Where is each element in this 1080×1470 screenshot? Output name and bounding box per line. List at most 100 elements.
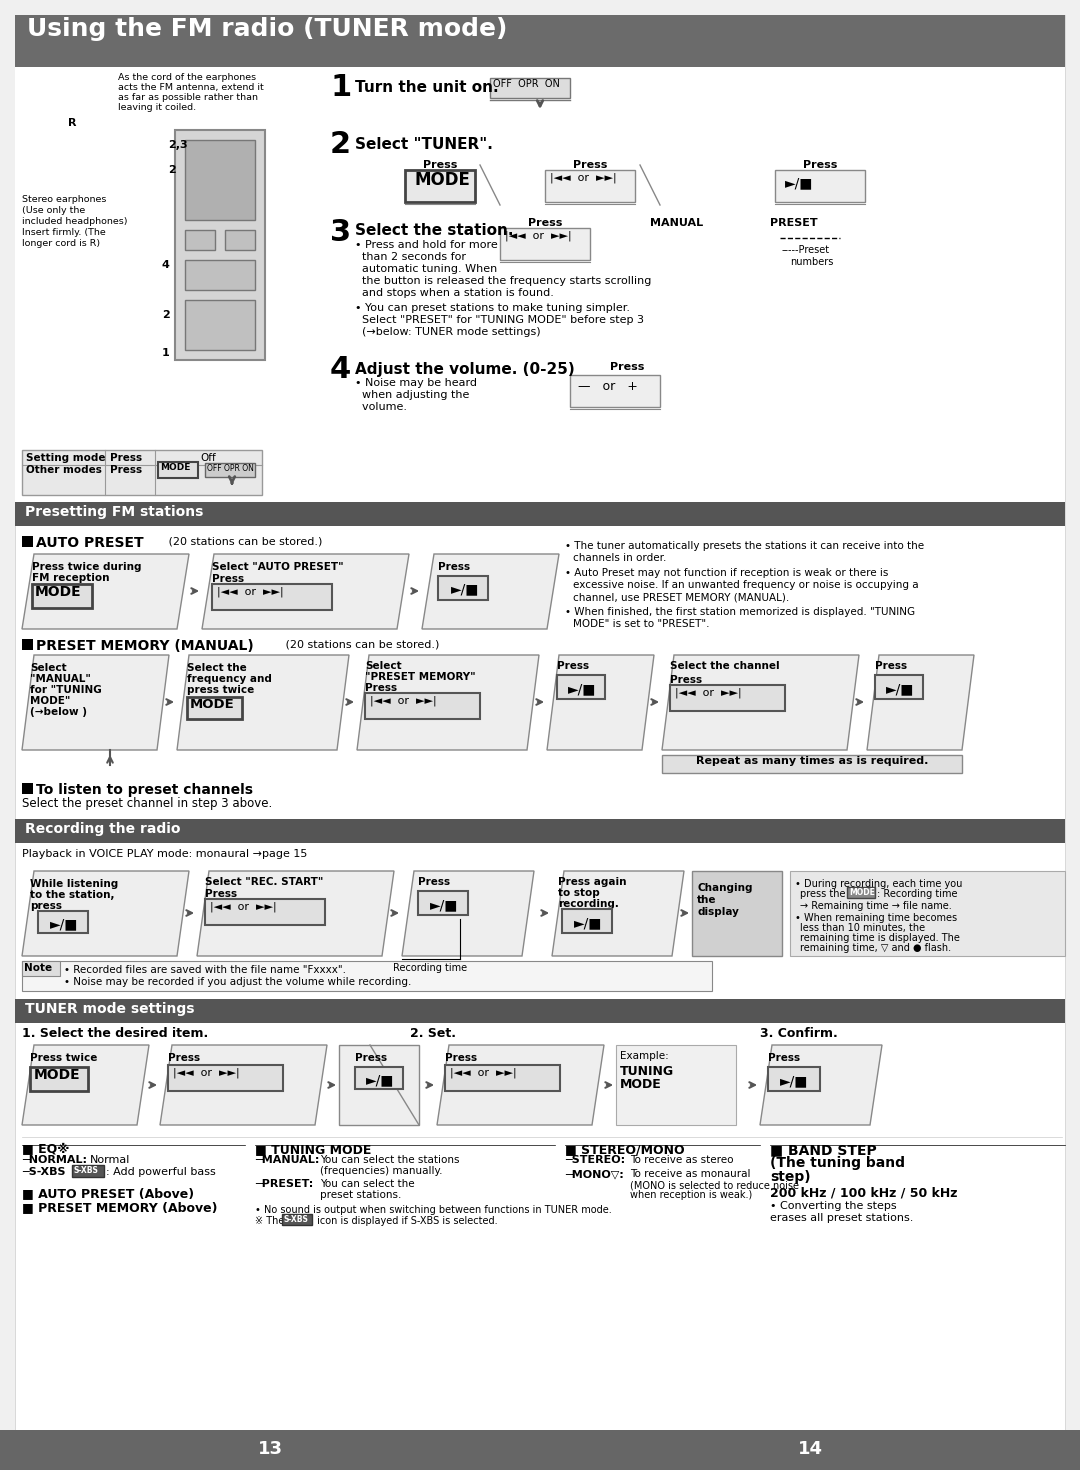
Text: numbers: numbers [789,257,834,268]
Text: Insert firmly. (The: Insert firmly. (The [22,228,106,237]
Text: • You can preset stations to make tuning simpler.: • You can preset stations to make tuning… [355,303,630,313]
Text: FM reception: FM reception [32,573,109,584]
Bar [22,961,712,991]
Text: 2: 2 [162,310,170,320]
Text: ►/■: ►/■ [568,682,596,695]
Text: MODE: MODE [190,698,234,711]
Bar [15,819,1065,842]
Bar [0,1430,1080,1470]
Text: 2: 2 [168,165,176,175]
Bar [768,1067,820,1091]
Text: longer cord is R): longer cord is R) [22,240,100,248]
Text: 200 kHz / 100 kHz / 50 kHz: 200 kHz / 100 kHz / 50 kHz [770,1186,958,1200]
Text: Select "PRESET" for "TUNING MODE" before step 3: Select "PRESET" for "TUNING MODE" before… [355,315,644,325]
Text: ─MANUAL:: ─MANUAL: [255,1155,320,1166]
Text: To receive as stereo: To receive as stereo [630,1155,733,1166]
Bar [22,784,33,794]
Text: (20 stations can be stored.): (20 stations can be stored.) [282,639,440,648]
Text: 1. Select the desired item.: 1. Select the desired item. [22,1028,208,1039]
Bar [445,1064,561,1091]
Bar [775,171,865,201]
Text: 2: 2 [330,129,351,159]
Text: • Press and hold for more: • Press and hold for more [355,240,498,250]
Text: less than 10 minutes, the: less than 10 minutes, the [800,923,926,933]
Text: |◄◄  or  ►►|: |◄◄ or ►►| [217,587,284,597]
Text: To listen to preset channels: To listen to preset channels [36,784,253,797]
Text: "PRESET MEMORY": "PRESET MEMORY" [365,672,475,682]
Text: AUTO PRESET: AUTO PRESET [36,537,144,550]
Text: Adjust the volume. (0-25): Adjust the volume. (0-25) [355,362,575,376]
Text: Press: Press [610,362,645,372]
Text: MODE" is set to "PRESET".: MODE" is set to "PRESET". [573,619,710,629]
Text: (Use only the: (Use only the [22,206,85,215]
Text: Press: Press [418,878,450,886]
Text: 2,3: 2,3 [168,140,188,150]
Text: —   or   +: — or + [578,381,638,392]
Text: PRESET MEMORY (MANUAL): PRESET MEMORY (MANUAL) [36,639,254,653]
Bar [72,1166,104,1177]
Text: As the cord of the earphones: As the cord of the earphones [118,74,256,82]
Text: Select "REC. START": Select "REC. START" [205,878,323,886]
Bar [847,886,875,898]
Text: step): step) [770,1170,811,1183]
Text: ─NORMAL:: ─NORMAL: [22,1155,87,1166]
Text: MODE: MODE [415,171,471,190]
Text: icon is displayed if S-XBS is selected.: icon is displayed if S-XBS is selected. [314,1216,498,1226]
Text: ►/■: ►/■ [780,1075,808,1088]
Text: OFF  OPR  ON: OFF OPR ON [492,79,559,90]
Text: remaining time, ▽ and ● flash.: remaining time, ▽ and ● flash. [800,942,951,953]
Text: S-XBS: S-XBS [75,1166,99,1175]
Text: ■ AUTO PRESET (Above): ■ AUTO PRESET (Above) [22,1186,194,1200]
Text: Changing: Changing [697,883,753,892]
Bar [185,260,255,290]
Text: channels in order.: channels in order. [573,553,666,563]
Bar [557,675,605,700]
Text: erases all preset stations.: erases all preset stations. [770,1213,914,1223]
Text: (20 stations can be stored.): (20 stations can be stored.) [165,537,322,545]
Text: |◄◄  or  ►►|: |◄◄ or ►►| [450,1067,516,1078]
Bar [438,576,488,600]
Bar [418,891,468,914]
Text: ─STEREO:: ─STEREO: [565,1155,625,1166]
Text: • The tuner automatically presets the stations it can receive into the: • The tuner automatically presets the st… [565,541,924,551]
Text: • Recorded files are saved with the file name "Fxxxx".: • Recorded files are saved with the file… [64,964,346,975]
Bar [158,462,198,478]
Bar [616,1045,735,1125]
Bar [365,692,480,719]
Text: You can select the stations: You can select the stations [320,1155,459,1166]
Text: the button is released the frequency starts scrolling: the button is released the frequency sta… [355,276,651,287]
Text: |◄◄  or  ►►|: |◄◄ or ►►| [550,172,617,182]
Text: and stops when a station is found.: and stops when a station is found. [355,288,554,298]
Text: PRESET: PRESET [770,218,818,228]
Bar [225,229,255,250]
Text: Normal: Normal [90,1155,131,1166]
Text: acts the FM antenna, extend it: acts the FM antenna, extend it [118,82,264,93]
Text: (frequencies) manually.: (frequencies) manually. [320,1166,443,1176]
Bar [38,911,87,933]
Text: MODE: MODE [620,1078,662,1091]
Bar [15,68,1065,501]
Bar [490,78,570,98]
Text: Press: Press [875,662,907,670]
Text: Press: Press [670,675,702,685]
Text: Example:: Example: [620,1051,669,1061]
Text: when adjusting the: when adjusting the [355,390,470,400]
Text: ■ BAND STEP: ■ BAND STEP [770,1144,877,1157]
Text: Recording time: Recording time [393,963,467,973]
Text: ■ PRESET MEMORY (Above): ■ PRESET MEMORY (Above) [22,1201,217,1214]
Text: • When finished, the first station memorized is displayed. "TUNING: • When finished, the first station memor… [565,607,915,617]
Bar [32,584,92,609]
Text: ►/■: ►/■ [785,176,813,190]
Bar [692,872,782,956]
Bar [562,908,612,933]
Text: the: the [697,895,716,906]
Text: ■ TUNING MODE: ■ TUNING MODE [255,1144,372,1155]
Bar [168,1064,283,1091]
Bar [15,501,1065,526]
Bar [205,900,325,925]
Polygon shape [552,872,684,956]
Text: You can select the: You can select the [320,1179,415,1189]
Text: 3: 3 [330,218,351,247]
Text: Press again: Press again [558,878,626,886]
Text: |◄◄  or  ►►|: |◄◄ or ►►| [370,695,436,706]
